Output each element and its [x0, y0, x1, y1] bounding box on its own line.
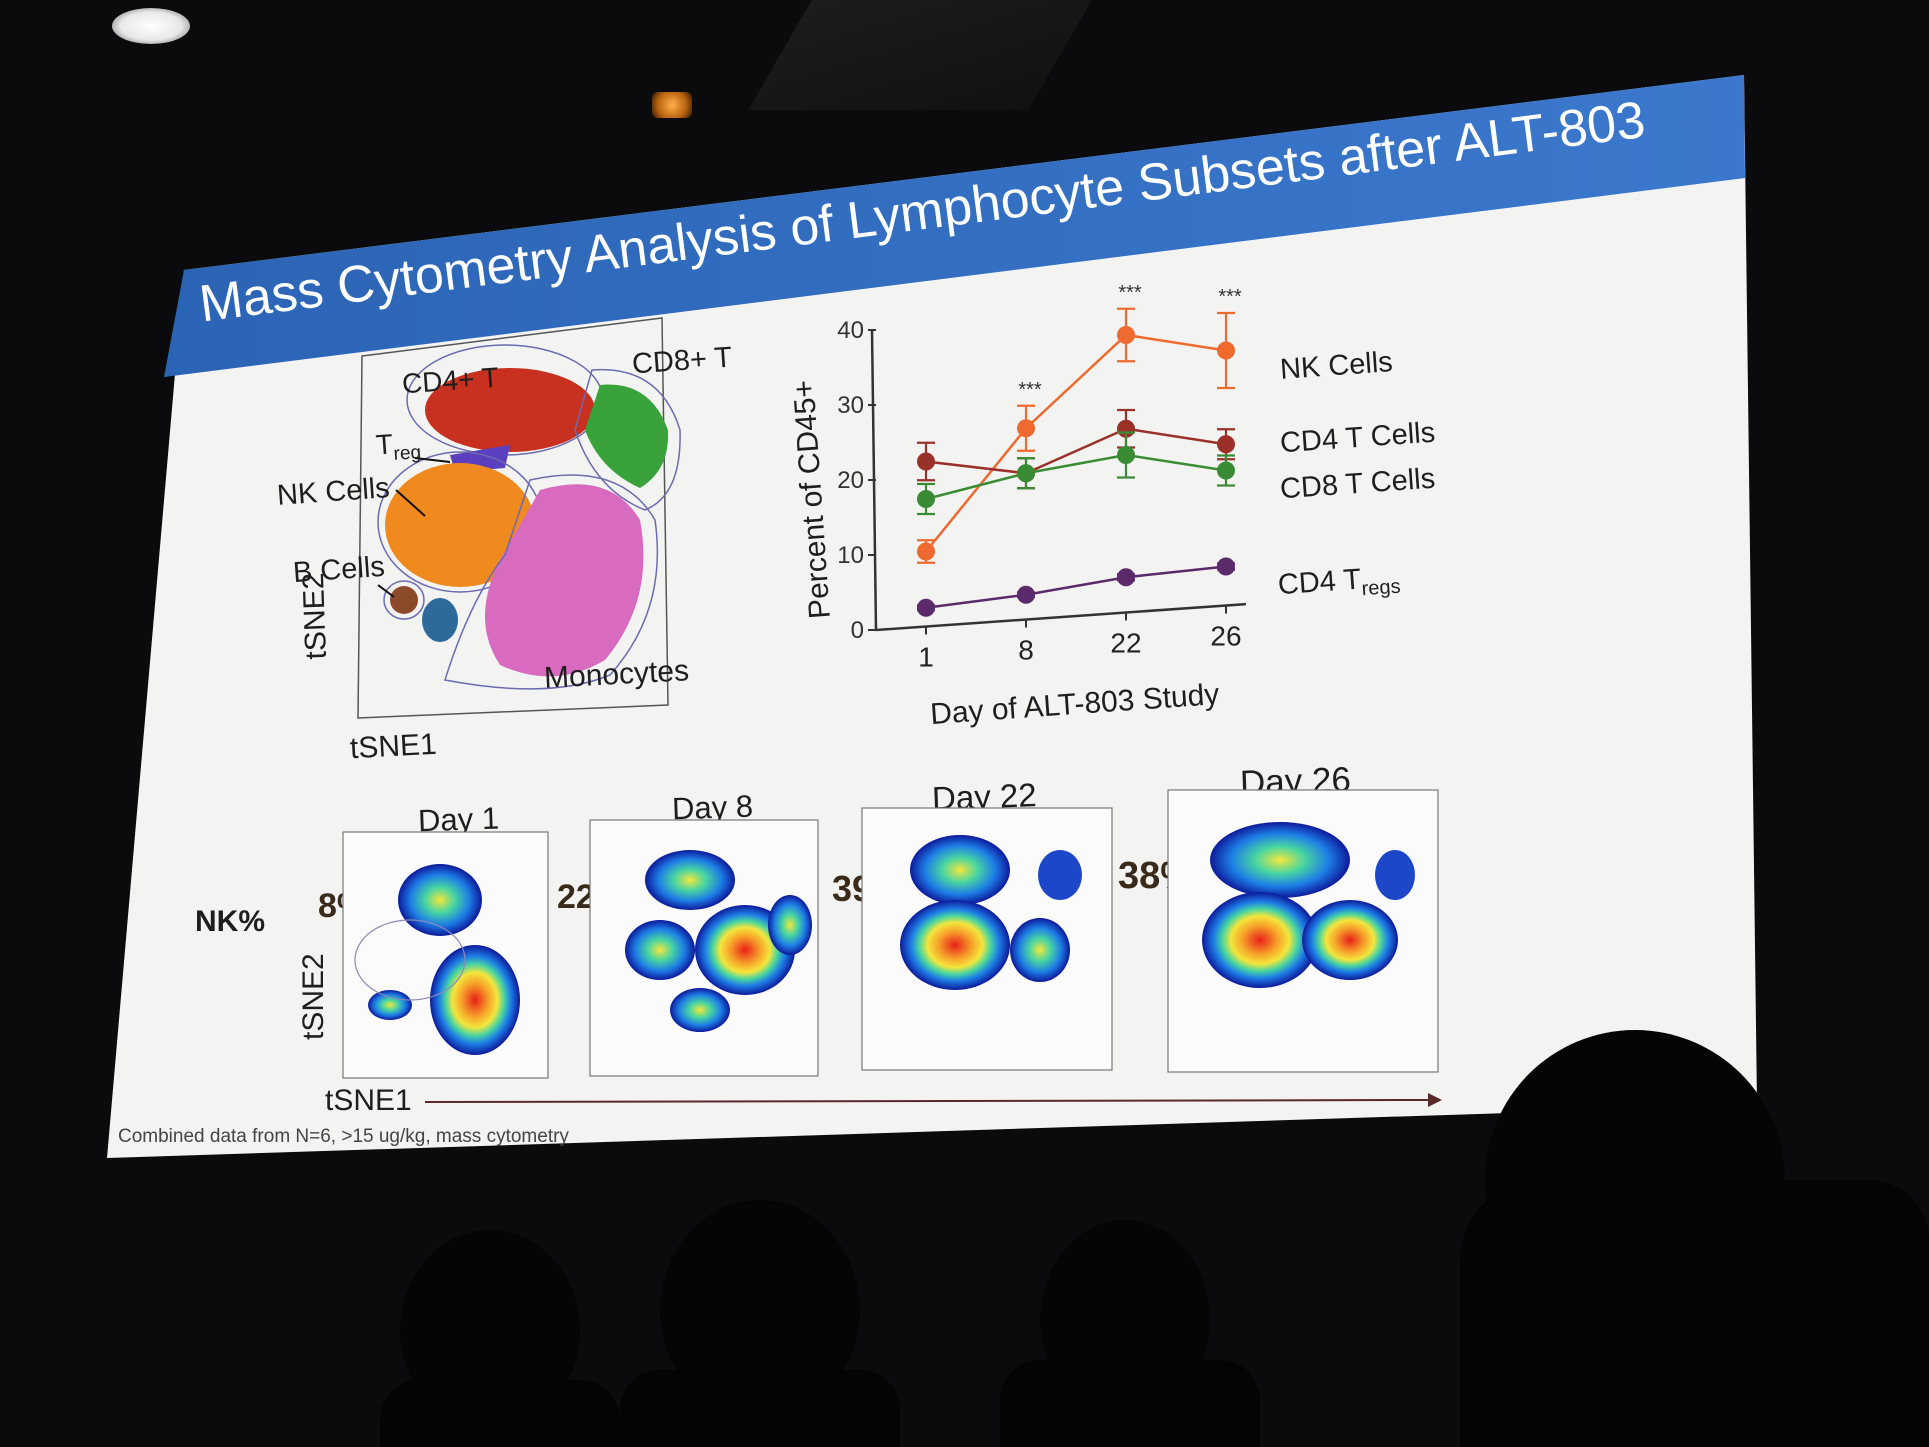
- cd8-cluster: [585, 384, 669, 488]
- nk-percent-row-label: NK%: [195, 905, 266, 938]
- density-blob: [625, 920, 695, 980]
- density-panel-day-26: [1167, 789, 1439, 1073]
- significance-marker: ***: [1218, 286, 1242, 308]
- density-blob: [1010, 918, 1070, 982]
- monocyte-gate: [444, 474, 659, 690]
- x-tick-label: 22: [1110, 628, 1141, 659]
- data-point: [1217, 557, 1235, 576]
- series-line: [925, 453, 1227, 501]
- density-panel-day-1: [342, 831, 549, 1079]
- x-tick-label: 26: [1210, 621, 1241, 652]
- data-point: [917, 598, 935, 617]
- density-blob: [368, 990, 412, 1020]
- nk-cluster: [385, 463, 535, 587]
- b-cell-gate: [383, 580, 425, 620]
- data-point: [1217, 461, 1235, 480]
- density-panel-day-22: [861, 807, 1113, 1071]
- density-blob: [910, 835, 1010, 905]
- gate-outline: [354, 919, 466, 1001]
- y-tick-label: 40: [837, 317, 864, 344]
- b-cell-cluster: [390, 586, 418, 614]
- significance-marker: ***: [1018, 379, 1042, 401]
- density-blob: [1210, 822, 1350, 898]
- tsne1-arrow-line: [424, 1099, 1429, 1103]
- y-tick-label: 20: [837, 467, 864, 494]
- ceiling-lamp: [652, 92, 692, 118]
- density-x-axis-label: tSNE1: [325, 1084, 412, 1117]
- data-point: [1217, 341, 1235, 360]
- density-blob: [430, 945, 520, 1055]
- x-tick-label: 1: [918, 642, 934, 673]
- x-axis-line: [875, 602, 1247, 632]
- footnote: Combined data from N=6, >15 ug/kg, mass …: [118, 1126, 569, 1147]
- ceiling-light: [112, 8, 190, 44]
- data-point: [1217, 435, 1235, 454]
- density-blob: [1202, 892, 1318, 988]
- density-blob: [645, 850, 735, 910]
- y-tick-label: 30: [837, 392, 864, 419]
- data-point: [1017, 585, 1035, 604]
- minor-cluster: [422, 598, 458, 642]
- density-blob: [900, 900, 1010, 990]
- y-tick-label: 10: [837, 542, 864, 569]
- series-line: [925, 427, 1227, 475]
- audience-silhouette: [1000, 1360, 1260, 1447]
- b-cell-arrow: [377, 584, 395, 598]
- tsne1-arrow-head: [1428, 1093, 1442, 1107]
- significance-marker: ***: [1118, 282, 1142, 304]
- density-y-axis-label: tSNE2: [297, 953, 330, 1040]
- data-point: [1017, 464, 1035, 483]
- data-point: [1017, 419, 1035, 438]
- density-blob: [670, 988, 730, 1032]
- density-blob: [398, 864, 482, 936]
- data-point: [1117, 326, 1135, 344]
- cd4-cluster: [425, 368, 595, 452]
- monocyte-cluster: [485, 484, 644, 677]
- treg-arrow: [414, 457, 451, 463]
- data-point: [917, 452, 935, 471]
- series-line: [925, 565, 1227, 609]
- density-blob: [768, 895, 812, 955]
- nk-arrow: [395, 489, 426, 517]
- density-blob: [1038, 850, 1082, 900]
- cd8-gate: [574, 368, 681, 511]
- x-tick-label: 8: [1018, 635, 1034, 666]
- density-blob: [1375, 850, 1415, 900]
- audience-silhouette: [380, 1380, 620, 1447]
- tsne-frame: [357, 317, 669, 719]
- audience-head: [1485, 1030, 1785, 1330]
- y-tick-label: 0: [851, 617, 864, 644]
- data-point: [1117, 446, 1135, 464]
- density-blob: [1302, 900, 1398, 980]
- data-point: [917, 542, 935, 561]
- audience-silhouette: [620, 1370, 900, 1447]
- series-line: [925, 333, 1227, 553]
- data-point: [917, 490, 935, 508]
- data-point: [1117, 568, 1135, 587]
- density-panel-day-8: [589, 819, 819, 1077]
